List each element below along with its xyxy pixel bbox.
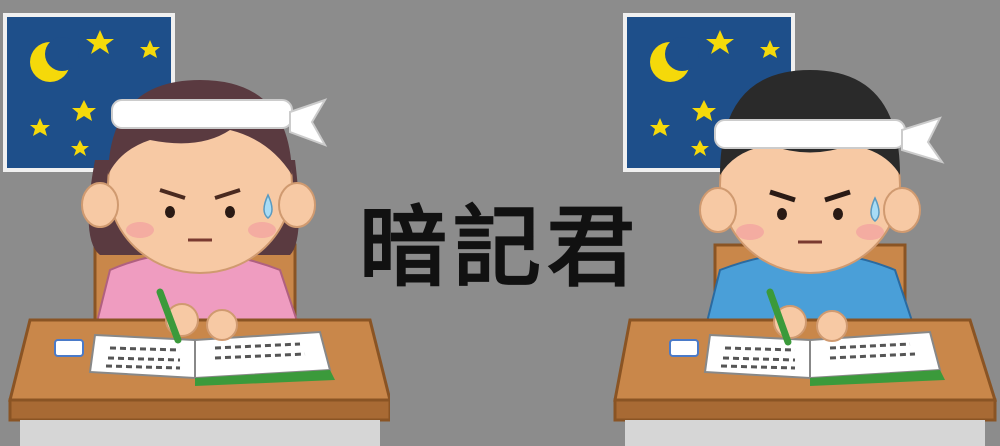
girl-studying-illustration	[0, 0, 390, 446]
girl-studying-svg	[3, 13, 390, 446]
open-notebook	[88, 330, 335, 386]
star-icon	[71, 140, 89, 156]
boy-studying-illustration	[610, 0, 1000, 446]
boy-studying-svg	[613, 13, 998, 446]
star-icon	[72, 100, 96, 121]
pencil-icon	[156, 288, 182, 344]
moon-icon	[650, 37, 699, 82]
star-icon	[140, 40, 160, 58]
moon-icon	[30, 37, 79, 82]
star-icon	[30, 118, 50, 136]
night-window	[3, 13, 175, 172]
star-icon	[86, 30, 114, 54]
boy-head	[699, 70, 945, 274]
page-title: 暗記君	[358, 194, 641, 299]
star-icon	[706, 30, 734, 54]
eraser-icon	[54, 339, 84, 357]
open-notebook	[703, 330, 945, 386]
headband	[714, 119, 906, 149]
eraser-icon	[669, 339, 699, 357]
pencil-icon	[766, 288, 792, 346]
headband	[111, 99, 293, 129]
star-icon	[650, 118, 670, 136]
sweat-drop-icon	[870, 196, 880, 222]
sweat-drop-icon	[263, 193, 273, 219]
star-icon	[760, 40, 780, 58]
star-icon	[691, 140, 709, 156]
star-icon	[692, 100, 716, 121]
girl-head	[81, 80, 328, 274]
